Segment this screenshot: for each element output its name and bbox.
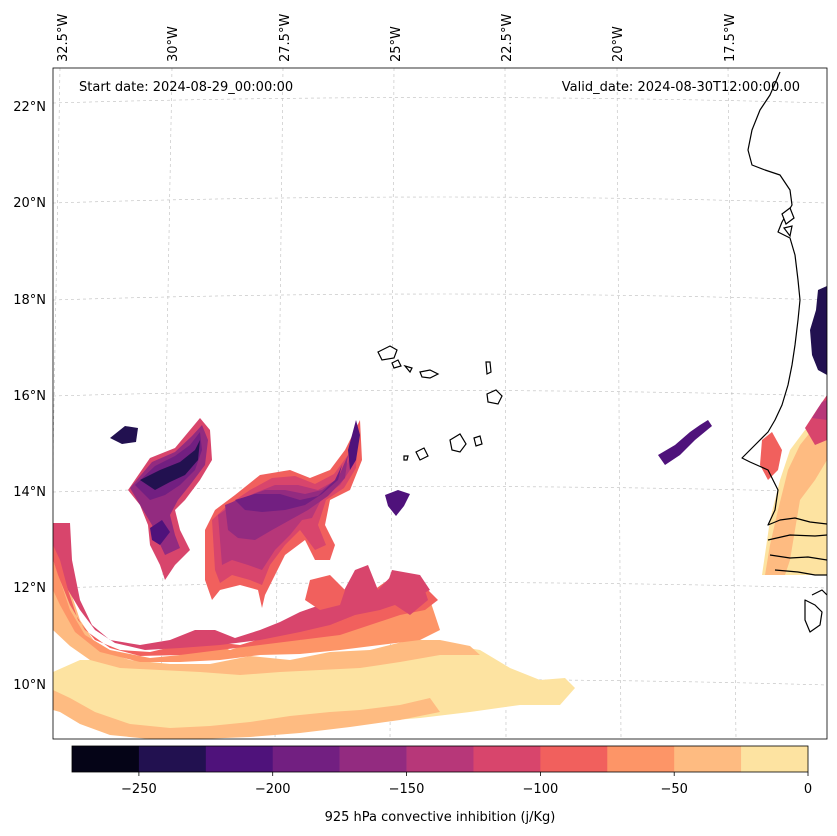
lat-label-22n: 22°N <box>13 100 46 115</box>
cb-tick-label: 0 <box>804 782 812 797</box>
cb-tick-label: −50 <box>660 782 687 797</box>
colorbar-swatch <box>339 746 407 772</box>
colorbar-swatch <box>473 746 541 772</box>
longitude-labels: 32.5°W 30°W 27.5°W 25°W 22.5°W 20°W 17.5… <box>56 14 738 62</box>
lon-label-20w: 20°W <box>611 26 626 62</box>
lat-label-20n: 20°N <box>13 196 46 211</box>
colorbar: −250 −200 −150 −100 −50 0 925 hPa convec… <box>71 745 812 825</box>
coastlines <box>741 71 827 633</box>
cin-contours <box>53 286 827 739</box>
colorbar-swatch <box>406 746 474 772</box>
cape-verde-islands <box>377 345 503 461</box>
colorbar-swatch <box>607 746 675 772</box>
lat-label-16n: 16°N <box>13 389 46 404</box>
map-content <box>53 68 827 739</box>
lon-label-30w: 30°W <box>166 26 181 62</box>
colorbar-ticks: −250 −200 −150 −100 −50 0 <box>121 772 812 797</box>
lon-label-22-5w: 22.5°W <box>500 14 515 62</box>
valid-date-label: Valid_date: 2024-08-30T12:00:00.00 <box>562 80 800 95</box>
cb-tick-label: −150 <box>389 782 425 797</box>
lon-label-32-5w: 32.5°W <box>56 14 71 62</box>
colorbar-swatch <box>72 746 140 772</box>
start-date-label: Start date: 2024-08-29_00:00:00 <box>79 80 293 95</box>
colorbar-swatch <box>674 746 742 772</box>
colorbar-title: 925 hPa convective inhibition (j/Kg) <box>325 810 556 825</box>
latitude-labels: 22°N 20°N 18°N 16°N 14°N 12°N 10°N <box>13 100 46 693</box>
colorbar-swatch <box>741 746 809 772</box>
lat-label-10n: 10°N <box>13 678 46 693</box>
colorbar-border <box>71 745 809 773</box>
colorbar-swatch <box>540 746 608 772</box>
cb-tick-label: −250 <box>121 782 157 797</box>
lon-label-25w: 25°W <box>389 26 404 62</box>
map-border <box>52 67 828 740</box>
colorbar-swatches <box>72 746 809 772</box>
cb-tick-label: −200 <box>255 782 291 797</box>
lon-label-27-5w: 27.5°W <box>278 14 293 62</box>
colorbar-swatch <box>272 746 340 772</box>
map-area <box>53 68 827 739</box>
lat-label-12n: 12°N <box>13 581 46 596</box>
lon-label-17-5w: 17.5°W <box>723 14 738 62</box>
cb-tick-label: −100 <box>523 782 559 797</box>
colorbar-swatch <box>205 746 274 772</box>
lat-label-18n: 18°N <box>13 293 46 308</box>
lat-label-14n: 14°N <box>13 485 46 500</box>
colorbar-swatch <box>138 746 207 772</box>
